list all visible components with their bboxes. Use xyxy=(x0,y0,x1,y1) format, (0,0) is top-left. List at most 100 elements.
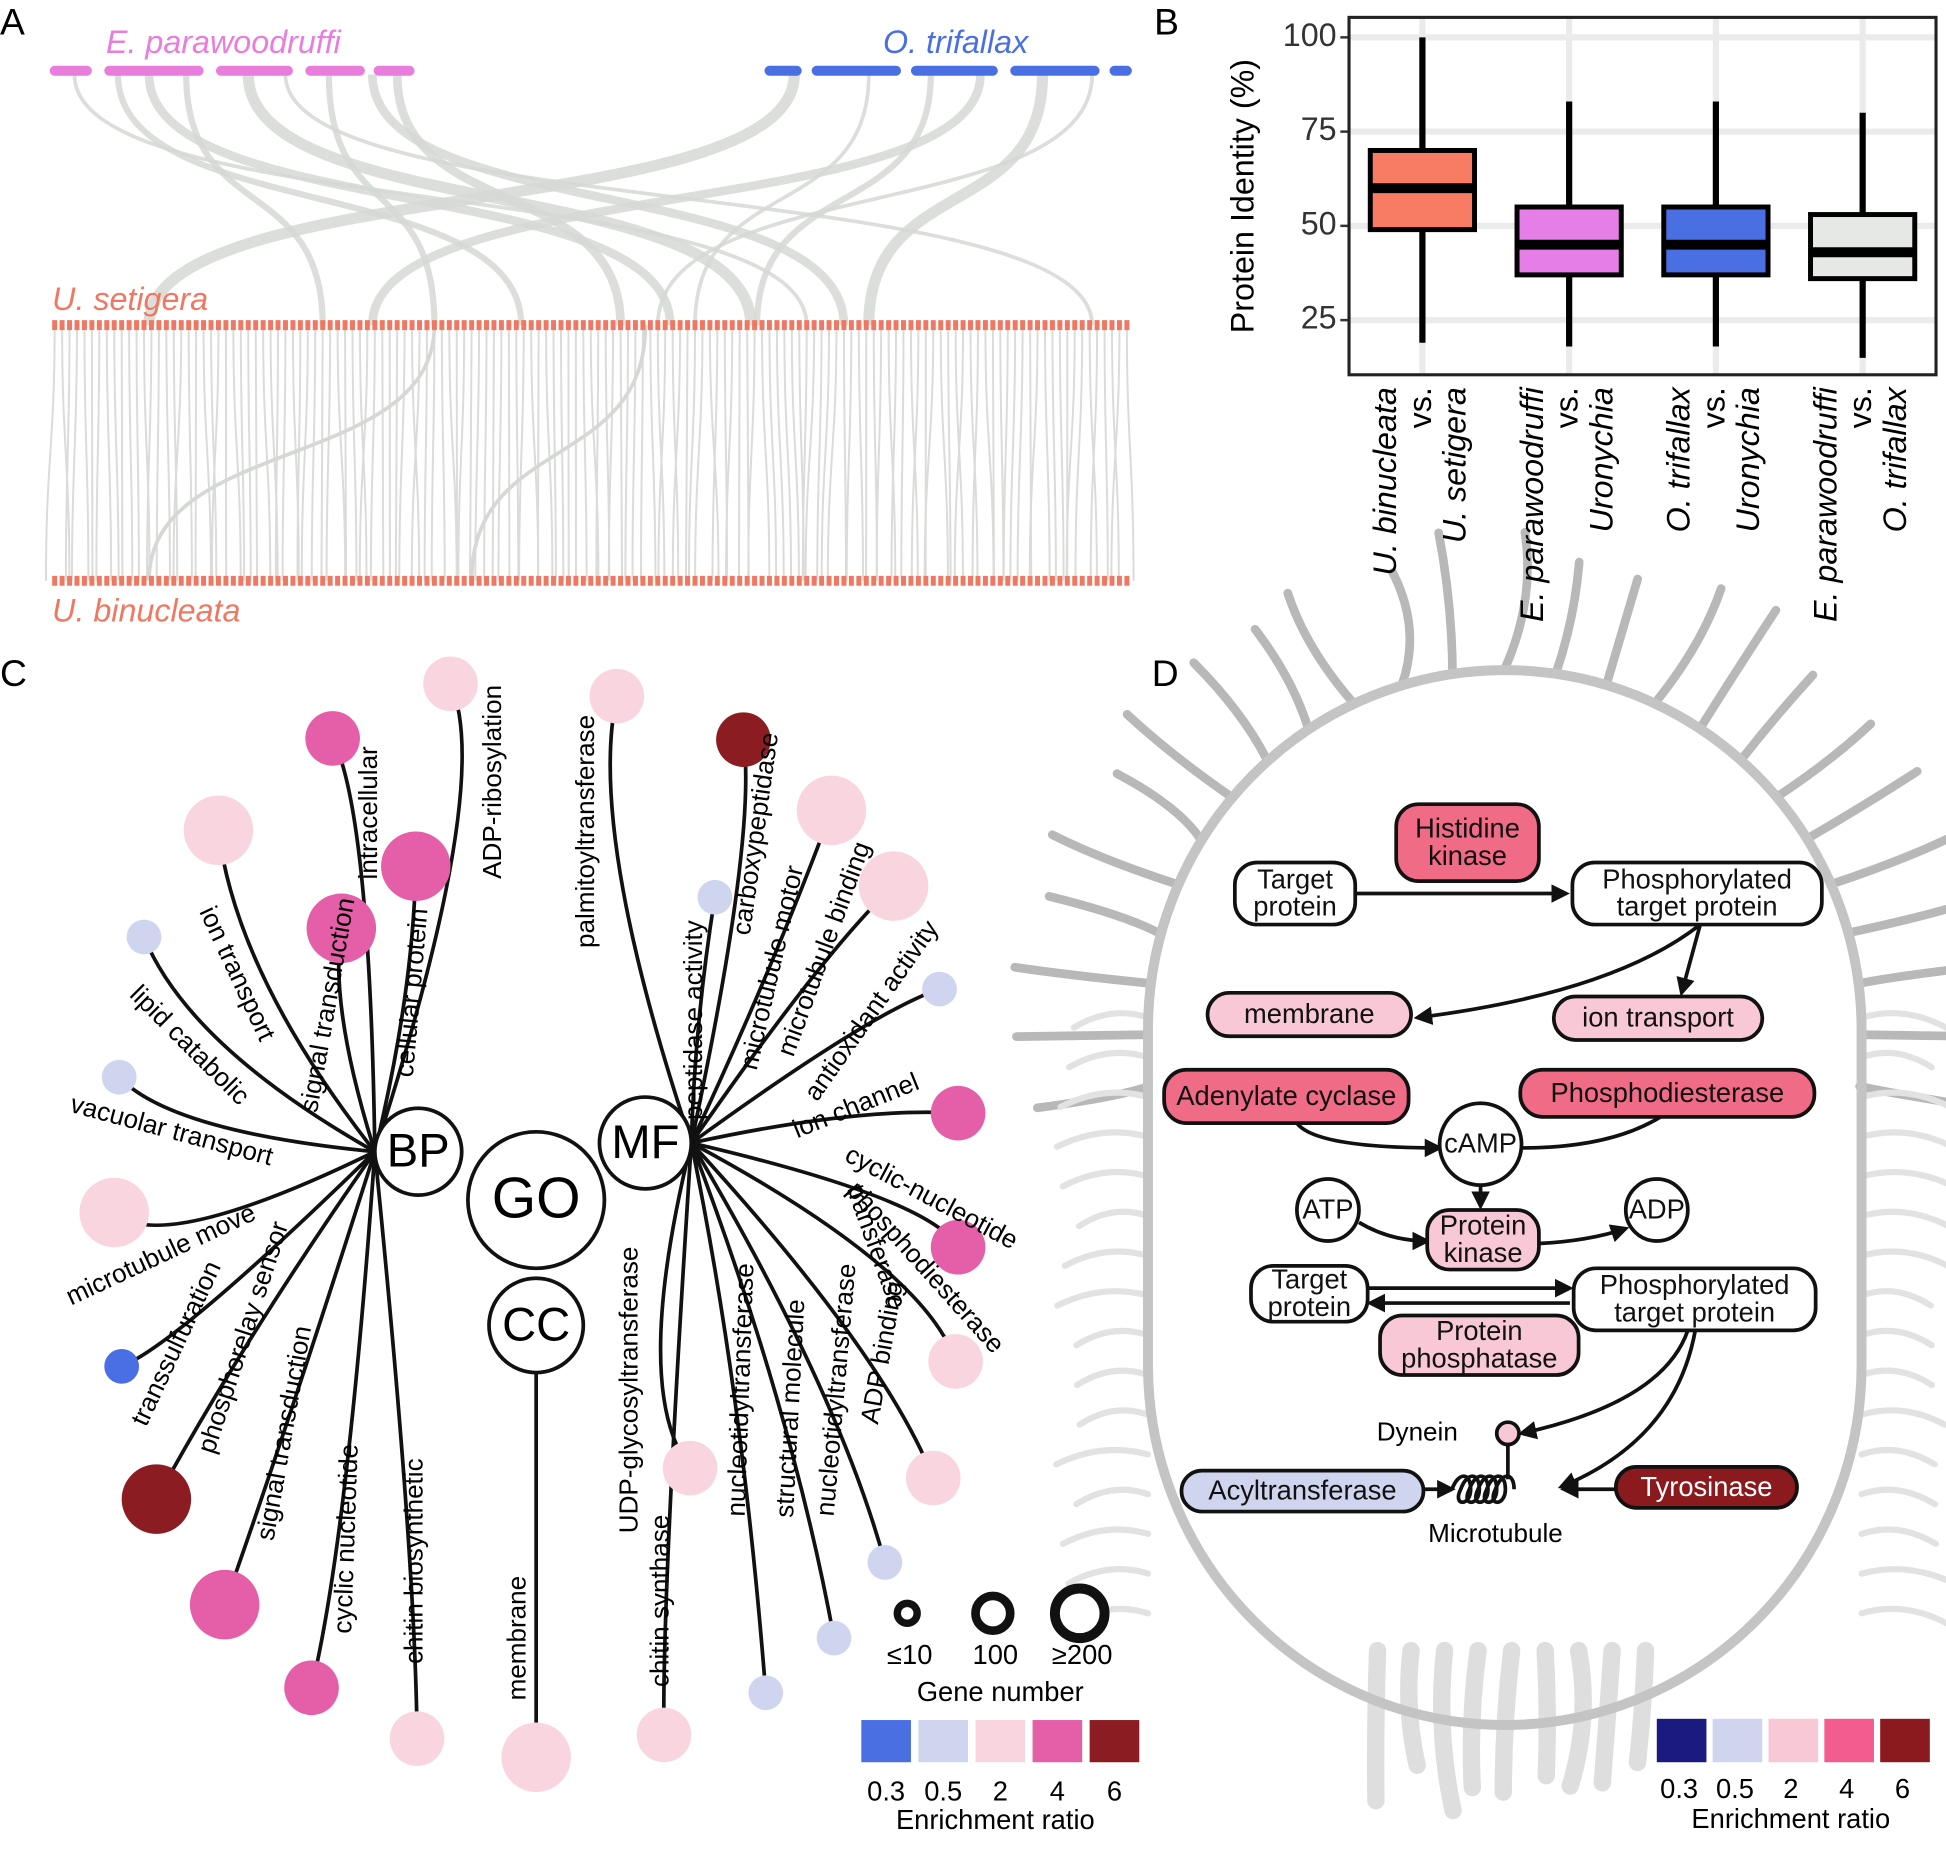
go-term-node xyxy=(589,668,645,724)
x-tick-label: O. trifallax xyxy=(1877,385,1913,532)
go-term-label: cellular protein xyxy=(389,907,434,1078)
x-tick-label: vs. xyxy=(1549,387,1585,428)
y-tick-label: 75 xyxy=(1301,111,1337,147)
go-term-node xyxy=(816,1620,852,1656)
synteny-line xyxy=(381,325,385,581)
synteny-line xyxy=(394,325,399,581)
synteny-line xyxy=(430,325,436,581)
cirrus xyxy=(1858,1367,1936,1389)
synteny-line xyxy=(457,325,466,581)
size-legend-circle xyxy=(1049,1583,1110,1644)
go-term-node xyxy=(101,1059,137,1095)
synteny-line xyxy=(1002,325,1009,581)
synteny-line xyxy=(262,325,272,581)
cirrus xyxy=(1858,1089,1946,1109)
cirrus xyxy=(1065,1049,1152,1071)
cirrus xyxy=(1628,1641,1655,1772)
cilium xyxy=(1283,588,1358,708)
cilium xyxy=(1695,605,1781,733)
box xyxy=(1808,212,1918,282)
go-hub-label: GO xyxy=(492,1167,581,1231)
cilium xyxy=(1551,557,1584,679)
synteny-ribbon xyxy=(368,74,985,326)
pathway-node xyxy=(1425,1208,1541,1272)
synteny-line xyxy=(649,325,657,581)
synteny-line xyxy=(725,325,734,581)
go-edge xyxy=(372,1151,419,1739)
cirrus xyxy=(1536,1641,1556,1785)
synteny-line xyxy=(582,325,588,581)
go-term-label: peptidase activity xyxy=(678,920,708,1120)
color-legend-label: 4 xyxy=(1839,1773,1854,1804)
cilium xyxy=(1047,830,1180,889)
cirrus xyxy=(1059,1169,1152,1190)
color-legend-label: 4 xyxy=(1050,1775,1065,1806)
synteny-line xyxy=(281,325,287,581)
go-term-node xyxy=(79,1177,149,1248)
pathway-node xyxy=(1378,1313,1581,1377)
cell-outline xyxy=(1143,665,1867,1730)
synteny-line xyxy=(274,325,280,581)
synteny-line xyxy=(518,325,525,581)
cilium xyxy=(1828,834,1946,889)
synteny-line xyxy=(254,325,259,581)
synteny-line xyxy=(657,325,667,581)
color-legend-label: 0.5 xyxy=(1716,1773,1754,1804)
color-legend-label: 6 xyxy=(1107,1775,1122,1806)
go-term-node xyxy=(305,711,360,766)
x-tick-label: Uronychia xyxy=(1583,387,1619,532)
synteny-line xyxy=(536,325,540,581)
synteny-line xyxy=(671,325,682,581)
synteny-line xyxy=(953,325,965,581)
synteny-line xyxy=(939,325,949,581)
cirrus xyxy=(1858,1407,1946,1428)
go-term-label: signal transduction xyxy=(293,895,360,1114)
go-term-node xyxy=(922,971,957,1007)
cirrus xyxy=(1073,1486,1152,1508)
go-term-node xyxy=(284,1660,339,1716)
synteny-line xyxy=(1125,325,1135,581)
pathway-node xyxy=(1394,802,1541,883)
synteny-line xyxy=(61,325,71,581)
pathway-node xyxy=(1205,990,1413,1039)
cilium xyxy=(1859,1030,1946,1041)
synteny-ribbon xyxy=(753,74,934,326)
synteny-line xyxy=(1089,325,1099,581)
synteny-line xyxy=(1103,325,1109,581)
go-edge xyxy=(690,987,941,1145)
cirrus xyxy=(1858,1327,1935,1349)
pathway-label: Dynein xyxy=(1377,1416,1458,1446)
synteny-line xyxy=(269,325,279,581)
synteny-line xyxy=(631,325,637,581)
go-hub xyxy=(466,1129,607,1271)
synteny-line xyxy=(804,325,816,581)
cilium xyxy=(1846,904,1946,937)
go-term-node xyxy=(183,795,254,865)
synteny-line xyxy=(128,325,134,581)
go-term-node xyxy=(662,1440,718,1496)
color-legend-label: 2 xyxy=(1783,1773,1798,1804)
synteny-line xyxy=(310,325,317,581)
go-term-node xyxy=(858,851,929,921)
go-term-node xyxy=(930,1085,986,1141)
synteny-line xyxy=(910,325,920,581)
synteny-line xyxy=(1074,325,1084,581)
synteny-line xyxy=(640,325,644,581)
pathway-node xyxy=(1571,1266,1818,1333)
cilium xyxy=(1499,527,1532,675)
synteny-ribbon xyxy=(147,325,437,581)
go-term-node xyxy=(697,879,733,915)
y-tick-label: 100 xyxy=(1283,17,1337,53)
go-edge xyxy=(216,830,377,1153)
pathway-node xyxy=(1551,994,1765,1042)
x-tick-label: Uronychia xyxy=(1730,387,1766,532)
synteny-line xyxy=(747,325,756,581)
synteny-line xyxy=(595,325,600,581)
color-legend-label: 0.3 xyxy=(867,1775,905,1806)
synteny-line xyxy=(671,325,680,581)
cilium xyxy=(1856,966,1946,988)
x-tick-label: E. parawoodruffi xyxy=(1807,386,1843,622)
go-edge xyxy=(661,1142,694,1735)
go-term-label: nucleotidyltransferase xyxy=(721,1263,760,1517)
pathway-node-label: membrane xyxy=(1244,998,1374,1029)
